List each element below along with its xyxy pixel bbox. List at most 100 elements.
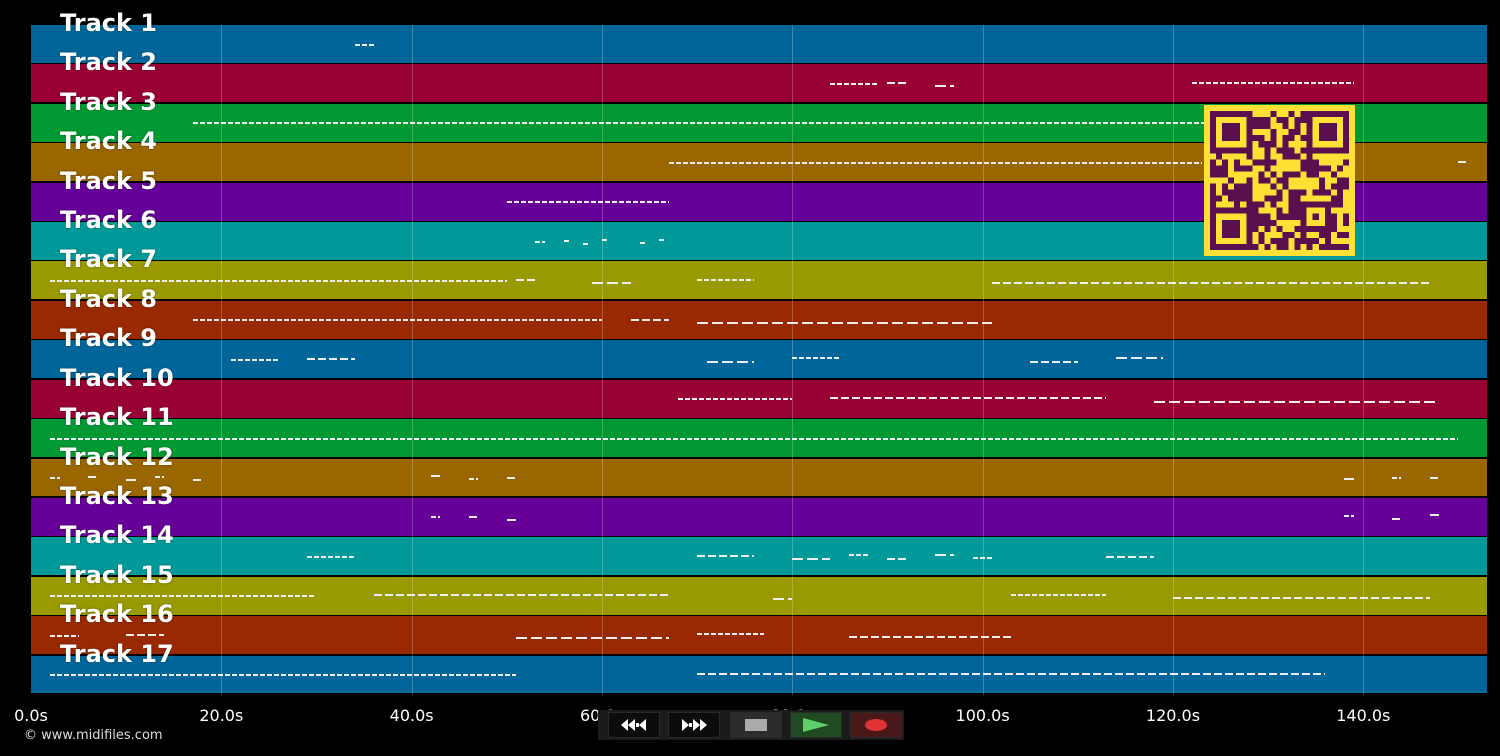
note-segment — [592, 279, 631, 285]
note-segment — [50, 592, 317, 598]
note-segment — [697, 672, 1326, 678]
note-segment — [1391, 475, 1402, 481]
track-row — [31, 25, 1487, 63]
note-segment — [706, 358, 755, 364]
note-segment — [306, 552, 355, 558]
note-segment — [126, 632, 165, 638]
grid-line — [1363, 25, 1365, 695]
track-row — [31, 458, 1487, 497]
note-segment — [50, 276, 507, 282]
stop-icon — [745, 719, 767, 731]
note-segment — [1191, 80, 1354, 86]
record-icon — [865, 719, 887, 731]
track-label: Track 12 — [60, 442, 174, 471]
note-segment — [582, 239, 588, 245]
track-label: Track 2 — [60, 48, 158, 77]
note-segment — [535, 237, 545, 243]
note-segment — [773, 594, 793, 600]
note-segment — [697, 554, 755, 560]
note-segment — [50, 434, 1459, 440]
note-segment — [973, 554, 993, 560]
note-segment — [935, 82, 955, 88]
note-segment — [506, 198, 669, 204]
grid-line — [221, 25, 223, 695]
note-segment — [830, 396, 1107, 402]
note-segment — [230, 355, 279, 361]
track-label: Track 6 — [60, 206, 158, 235]
note-segment — [697, 632, 764, 638]
track-label: Track 3 — [60, 87, 158, 116]
track-row — [31, 497, 1487, 536]
track-row — [31, 537, 1487, 576]
note-segment — [1458, 159, 1468, 165]
note-segment — [668, 158, 1202, 164]
note-segment — [1344, 474, 1354, 480]
time-tick-label: 40.0s — [389, 706, 434, 725]
note-segment — [563, 238, 569, 244]
note-segment — [659, 237, 664, 243]
note-segment — [1011, 592, 1107, 598]
time-tick-label: 20.0s — [199, 706, 244, 725]
note-segment — [354, 40, 374, 46]
play-button[interactable] — [790, 712, 842, 738]
playback-controls — [598, 710, 904, 740]
note-segment — [192, 316, 602, 322]
note-segment — [887, 81, 907, 87]
fast-forward-button[interactable] — [668, 712, 720, 738]
track-label: Track 9 — [60, 324, 158, 353]
note-segment — [154, 474, 165, 480]
note-segment — [50, 631, 79, 637]
note-segment — [697, 277, 755, 283]
track-label: Track 14 — [60, 521, 174, 550]
rewind-icon — [621, 719, 646, 731]
note-segment — [506, 476, 517, 482]
note-segment — [830, 79, 878, 85]
note-segment — [1429, 474, 1440, 480]
track-label: Track 11 — [60, 403, 174, 432]
note-segment — [792, 555, 831, 561]
track-label: Track 17 — [60, 639, 174, 668]
note-segment — [516, 634, 669, 640]
track-label: Track 7 — [60, 245, 158, 274]
note-segment — [935, 552, 955, 558]
grid-line — [1172, 25, 1174, 695]
note-segment — [640, 239, 645, 245]
qr-code — [1204, 105, 1355, 256]
time-tick-label: 0.0s — [14, 706, 48, 725]
time-tick-label: 140.0s — [1336, 706, 1391, 725]
time-tick-label: 100.0s — [955, 706, 1010, 725]
note-segment — [430, 474, 441, 480]
note-segment — [1172, 594, 1430, 600]
note-segment — [516, 278, 536, 284]
record-button[interactable] — [850, 712, 902, 738]
note-segment — [849, 633, 1012, 639]
note-segment — [192, 475, 203, 481]
track-label: Track 5 — [60, 166, 158, 195]
grid-line — [601, 25, 603, 695]
rewind-button[interactable] — [608, 712, 660, 738]
grid-line — [982, 25, 984, 695]
track-label: Track 8 — [60, 284, 158, 313]
track-label: Track 13 — [60, 481, 174, 510]
note-segment — [430, 513, 441, 519]
stop-button[interactable] — [730, 712, 782, 738]
track-label: Track 10 — [60, 363, 174, 392]
note-segment — [992, 278, 1430, 284]
fast-forward-icon — [682, 719, 707, 731]
note-segment — [601, 238, 607, 244]
note-segment — [1153, 397, 1440, 403]
note-segment — [192, 119, 1211, 125]
note-segment — [88, 475, 98, 481]
note-segment — [468, 475, 479, 481]
play-icon — [803, 718, 829, 732]
note-segment — [887, 554, 907, 560]
note-segment — [849, 553, 869, 559]
time-tick-label: 120.0s — [1145, 706, 1201, 725]
track-label: Track 4 — [60, 127, 158, 156]
note-segment — [1429, 513, 1440, 519]
note-segment — [792, 356, 840, 362]
note-segment — [126, 476, 136, 482]
note-segment — [1106, 555, 1154, 561]
